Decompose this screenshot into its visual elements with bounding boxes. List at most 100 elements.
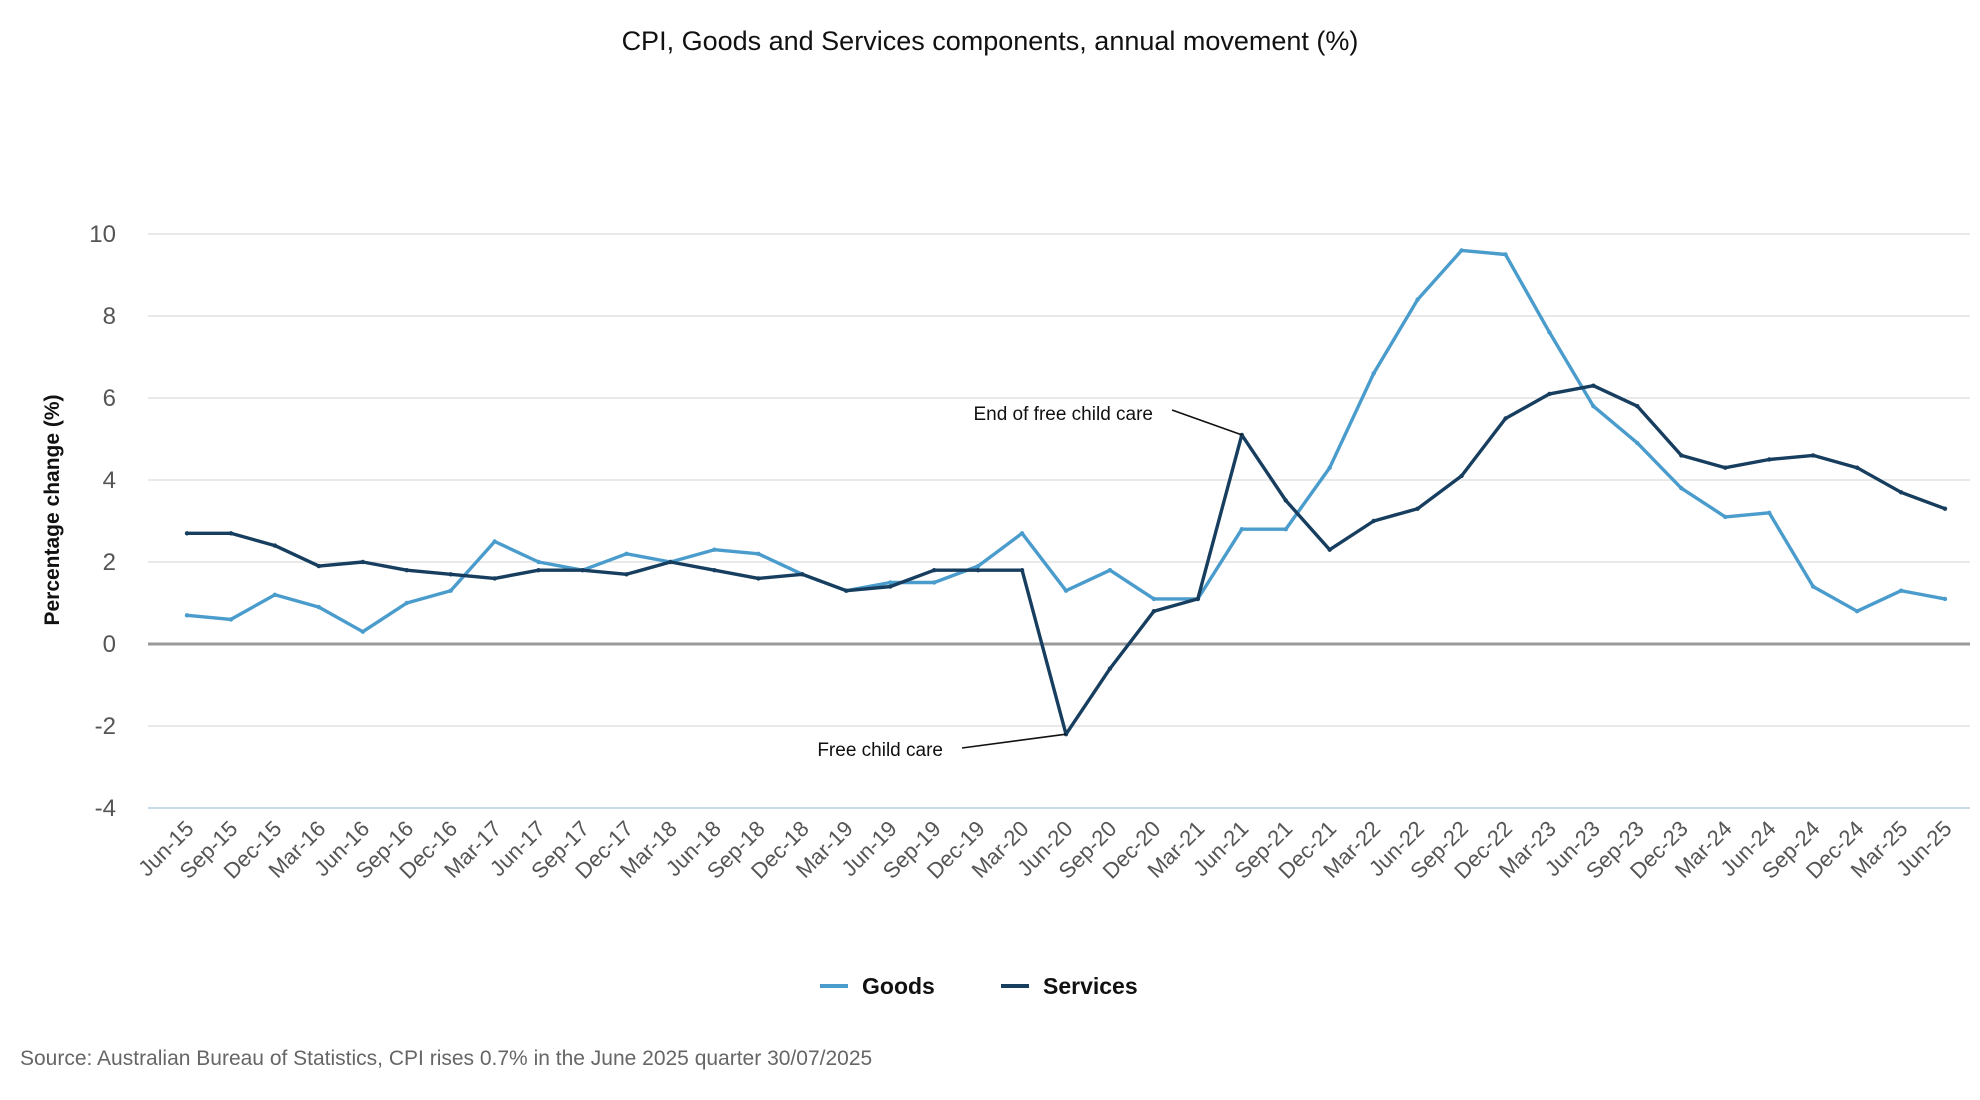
legend-goods-label: Goods (862, 973, 935, 999)
data-point-services (580, 568, 585, 573)
data-point-goods (1679, 486, 1684, 491)
data-point-services (1767, 457, 1772, 462)
data-point-goods (272, 592, 278, 597)
data-point-services (184, 531, 190, 536)
data-point-goods (712, 547, 717, 552)
y-tick-label: -2 (95, 713, 116, 740)
data-point-goods (1503, 252, 1508, 257)
annotation-free-label: Free child care (817, 740, 943, 761)
y-tick-label: 6 (103, 385, 116, 412)
data-point-goods (975, 563, 981, 569)
data-point-goods (1898, 588, 1904, 593)
data-point-goods (1591, 404, 1596, 409)
y-tick-label: 2 (103, 549, 116, 576)
data-point-services (360, 559, 365, 565)
data-point-services (316, 563, 322, 569)
data-point-services (712, 568, 717, 573)
data-point-services (536, 568, 541, 573)
data-point-services (1898, 490, 1904, 495)
data-point-services (931, 568, 937, 573)
y-axis-ticks: 10 8 6 4 2 0 -2 -4 (89, 221, 116, 822)
data-point-services (448, 572, 453, 577)
data-point-services (1503, 416, 1508, 421)
data-point-services (228, 531, 234, 536)
data-point-goods (1854, 609, 1860, 614)
data-point-services (1283, 498, 1288, 503)
data-point-services (272, 543, 278, 548)
data-point-goods (1810, 584, 1816, 589)
annotation-end-leader-line (1171, 409, 1243, 436)
data-point-services (844, 588, 849, 593)
y-tick-label: 10 (89, 221, 116, 248)
data-point-services (624, 572, 629, 577)
data-point-goods (492, 539, 497, 544)
data-point-services (1151, 609, 1157, 614)
data-point-goods (1327, 465, 1332, 470)
legend-item-goods: Goods (820, 973, 935, 999)
data-point-services (1810, 453, 1816, 458)
data-point-goods (1767, 510, 1772, 515)
data-point-goods (1942, 596, 1948, 602)
data-point-services (1591, 383, 1596, 388)
data-point-goods (1635, 440, 1640, 446)
data-point-services (404, 568, 409, 573)
annotation-free-child-care: Free child care (817, 733, 1067, 761)
data-point-services (756, 576, 761, 581)
data-point-services (1371, 518, 1376, 524)
y-tick-label: 8 (103, 303, 116, 330)
data-point-goods (1283, 527, 1288, 532)
data-point-services (1327, 547, 1332, 552)
data-point-goods (536, 559, 541, 565)
data-point-services (975, 568, 981, 573)
y-axis-label: Percentage change (%) (41, 394, 64, 625)
data-point-goods (931, 580, 937, 585)
data-point-goods (1459, 248, 1464, 253)
data-point-goods (756, 551, 761, 556)
data-point-services (1195, 596, 1201, 602)
y-tick-label: 4 (103, 467, 116, 494)
annotation-end-label: End of free child care (973, 404, 1153, 425)
data-point-services (1547, 391, 1552, 397)
data-point-services (1942, 506, 1948, 511)
series-line-services (185, 384, 1947, 736)
data-point-goods (1063, 588, 1069, 593)
data-point-services (492, 576, 497, 581)
annotation-end-of-free-child-care: End of free child care (973, 404, 1243, 436)
source-note: Source: Australian Bureau of Statistics,… (20, 1047, 872, 1070)
data-point-services (1415, 506, 1420, 511)
data-point-goods (1239, 527, 1245, 532)
data-point-services (888, 584, 893, 589)
series-points-goods (184, 248, 1948, 634)
data-point-goods (404, 600, 409, 606)
data-point-goods (448, 588, 453, 593)
data-point-services (1459, 473, 1464, 479)
series-points-services (184, 383, 1948, 737)
legend-item-services: Services (1001, 973, 1138, 999)
data-point-services (1723, 465, 1728, 470)
series-layer (184, 248, 1948, 737)
legend: Goods Services (820, 973, 1138, 999)
data-point-services (1019, 568, 1025, 573)
data-point-services (1854, 465, 1860, 470)
data-point-goods (1151, 596, 1157, 602)
data-point-goods (184, 613, 190, 618)
grid-lines (148, 233, 1970, 809)
y-tick-label: -4 (95, 795, 116, 822)
data-point-services (1679, 453, 1684, 458)
x-axis-ticks: Jun-15Sep-15Dec-15Mar-16Jun-16Sep-16Dec-… (133, 816, 1956, 884)
data-point-goods (1371, 371, 1376, 376)
data-point-goods (360, 629, 365, 634)
y-tick-label: 0 (103, 631, 116, 658)
data-point-goods (228, 617, 234, 622)
legend-services-label: Services (1043, 973, 1138, 999)
data-point-goods (888, 580, 893, 585)
data-point-services (1107, 666, 1113, 671)
data-point-goods (1723, 514, 1728, 520)
data-point-goods (1107, 568, 1113, 573)
data-point-goods (316, 604, 322, 610)
data-point-goods (624, 551, 629, 556)
data-point-goods (1019, 531, 1025, 536)
data-point-services (668, 559, 673, 565)
annotation-free-leader-line (961, 733, 1067, 749)
